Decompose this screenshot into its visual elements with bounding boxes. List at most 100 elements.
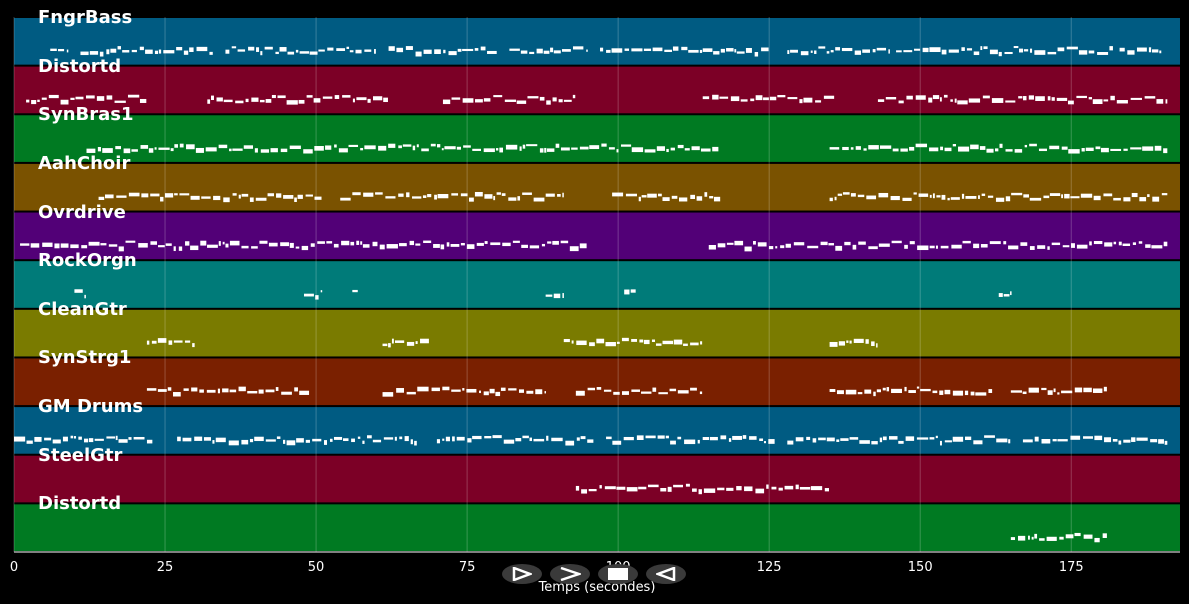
- note: [624, 289, 630, 295]
- note: [1064, 193, 1070, 199]
- note: [871, 441, 878, 445]
- note: [1164, 440, 1168, 445]
- note: [1161, 193, 1168, 196]
- note: [1028, 535, 1030, 540]
- note: [888, 436, 898, 440]
- note: [852, 244, 857, 250]
- note: [717, 243, 726, 248]
- note: [66, 49, 69, 53]
- note: [436, 144, 441, 148]
- note: [280, 148, 288, 153]
- note: [516, 100, 527, 104]
- note: [62, 436, 68, 442]
- note: [1116, 100, 1128, 104]
- note: [903, 50, 913, 53]
- note: [978, 195, 980, 199]
- note: [1051, 242, 1061, 246]
- note: [254, 436, 264, 442]
- note: [820, 241, 828, 246]
- note: [1003, 294, 1010, 297]
- note: [405, 46, 413, 50]
- note: [1142, 146, 1154, 151]
- note: [96, 96, 105, 101]
- note: [280, 242, 290, 247]
- note: [462, 48, 474, 52]
- note: [106, 49, 110, 55]
- note: [158, 245, 165, 248]
- note: [939, 97, 942, 102]
- note: [70, 435, 74, 439]
- note: [44, 437, 52, 441]
- note: [826, 437, 835, 442]
- note: [281, 391, 292, 395]
- note: [878, 192, 889, 198]
- note: [1093, 240, 1103, 245]
- note: [206, 389, 216, 393]
- note: [245, 98, 249, 103]
- note: [644, 149, 656, 153]
- note: [1118, 241, 1122, 246]
- back-button[interactable]: [646, 564, 686, 584]
- note: [973, 440, 983, 445]
- note: [902, 197, 912, 201]
- note: [468, 197, 474, 202]
- note: [546, 148, 555, 152]
- note: [73, 436, 77, 439]
- note: [173, 246, 176, 252]
- note: [909, 146, 915, 151]
- note: [146, 439, 153, 444]
- note: [1049, 145, 1060, 150]
- note: [317, 241, 325, 244]
- note: [1028, 387, 1039, 393]
- note: [305, 194, 313, 197]
- note: [145, 49, 153, 54]
- note: [314, 196, 322, 200]
- note: [312, 438, 322, 442]
- note: [973, 51, 980, 56]
- note: [415, 341, 418, 344]
- note: [158, 49, 162, 54]
- note: [146, 388, 157, 391]
- note: [1005, 100, 1016, 103]
- note: [1061, 194, 1064, 199]
- note: [318, 49, 325, 52]
- note: [466, 244, 475, 249]
- note: [366, 435, 372, 439]
- note: [544, 147, 547, 153]
- note: [587, 439, 594, 443]
- note: [20, 243, 30, 246]
- note: [306, 95, 313, 98]
- note: [720, 435, 727, 440]
- note: [947, 197, 950, 201]
- note: [254, 148, 258, 153]
- play-button[interactable]: [502, 564, 542, 584]
- note: [1158, 439, 1164, 444]
- piano-roll-plot: [13, 17, 1180, 553]
- note: [941, 49, 947, 55]
- note: [1010, 291, 1012, 296]
- note: [547, 241, 552, 244]
- track-label: SynStrg1: [38, 347, 132, 369]
- note: [690, 342, 699, 346]
- note: [651, 339, 656, 342]
- note: [975, 392, 987, 396]
- note: [415, 51, 422, 57]
- note: [970, 144, 979, 150]
- note: [1018, 96, 1023, 99]
- stop-button[interactable]: [598, 564, 638, 584]
- note: [864, 389, 872, 394]
- note: [709, 196, 714, 199]
- note: [484, 194, 493, 199]
- forward-button[interactable]: [550, 564, 590, 584]
- note: [1163, 148, 1168, 154]
- note: [260, 51, 263, 56]
- note: [576, 437, 580, 441]
- note: [247, 390, 258, 394]
- note: [436, 439, 440, 444]
- note: [115, 146, 121, 150]
- note: [492, 435, 502, 439]
- note: [267, 193, 275, 197]
- note: [104, 194, 114, 199]
- note: [784, 485, 794, 490]
- note: [673, 484, 684, 488]
